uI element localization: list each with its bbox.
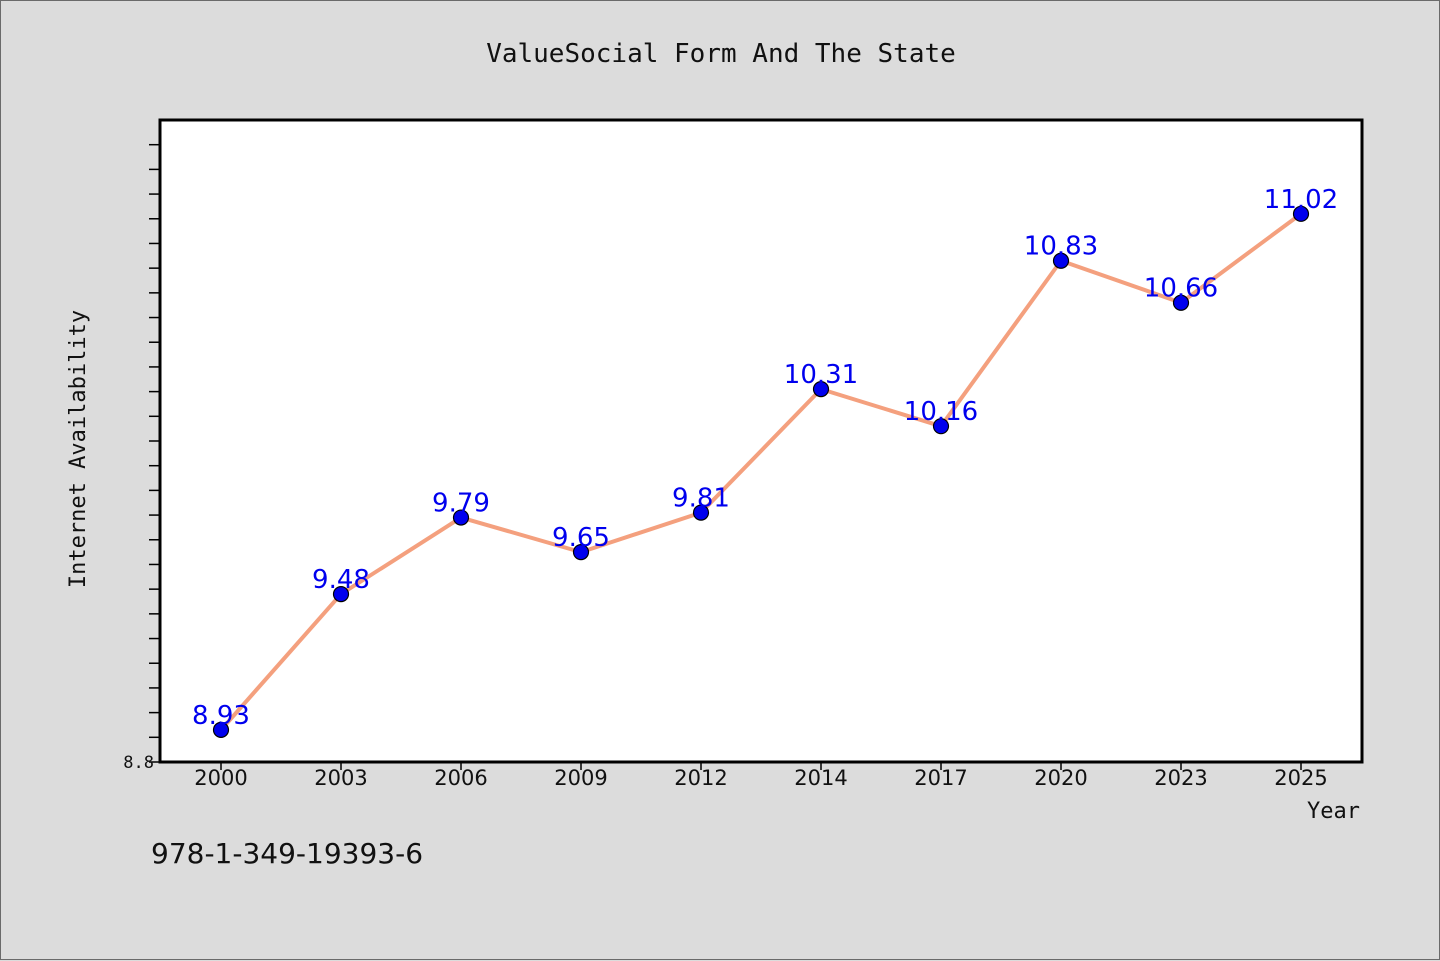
data-point [692,504,710,521]
series-data-labels: 8.93 9.48 9.79 9.65 9.81 10.31 10.16 10.83 10.66… [192,185,1338,731]
data-point [1172,294,1190,311]
data-label: 10.66 [1144,274,1218,304]
x-tick-label: 2025 [1274,766,1327,790]
data-point [932,418,950,435]
y-axis-label: Internet Availability [66,310,91,588]
x-tick-label: 2003 [314,766,367,790]
data-label: 9.65 [552,523,610,553]
data-label: 10.83 [1024,232,1098,262]
x-tick-label: 2006 [434,766,487,790]
data-point [1052,252,1070,269]
data-label: 9.79 [432,489,490,519]
series-line [219,212,1303,732]
x-tick-label: 2009 [554,766,607,790]
y-axis-ticks: 8.8 [123,143,160,773]
x-tick-label: 2017 [914,766,967,790]
y-tick-label: 8.8 [123,753,154,773]
data-label: 10.31 [784,360,858,390]
data-point [812,381,830,398]
x-axis-label: Year [1307,799,1360,824]
x-tick-label: 2012 [674,766,727,790]
x-tick-label: 2020 [1034,766,1087,790]
x-tick-label: 2014 [794,766,847,790]
x-tick-label: 2023 [1154,766,1207,790]
data-label: 8.93 [192,701,250,731]
plot-area [158,118,1364,764]
series-markers [212,205,1310,739]
data-label: 9.81 [672,484,730,514]
data-point [332,585,350,603]
data-label: 11.02 [1264,185,1338,215]
chart-title: ValueSocial Form And The State [486,39,956,69]
data-label: 9.48 [312,565,370,595]
isbn-annotation: 978-1-349-19393-6 [151,837,423,870]
x-axis-ticks: 2000 2003 2006 2009 2012 2014 2017 2020 2023 2025 [194,762,1328,790]
data-point [1292,205,1310,222]
data-point [212,721,230,739]
data-label: 10.16 [904,397,978,427]
data-point [452,509,470,526]
x-tick-label: 2000 [194,766,247,790]
data-point [572,544,590,561]
